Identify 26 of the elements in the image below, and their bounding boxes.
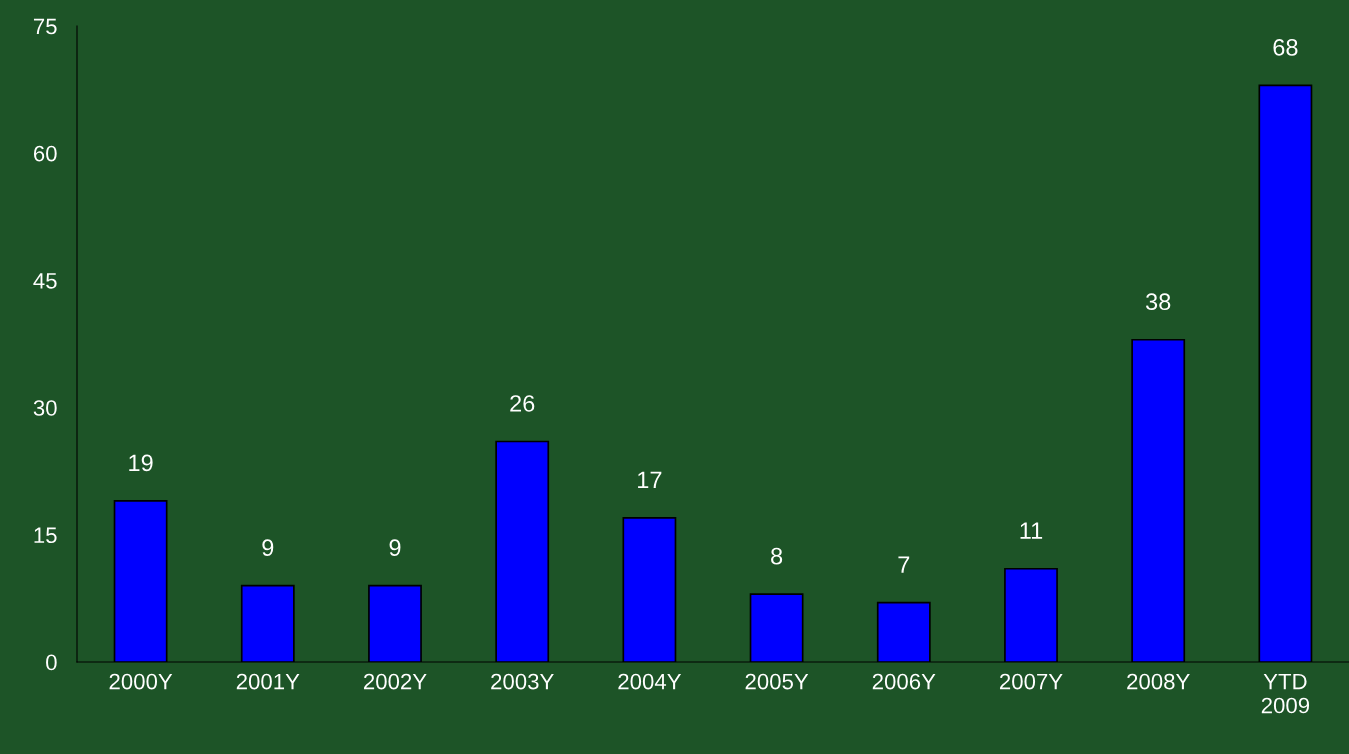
x-tick-label: 2007Y	[999, 673, 1063, 690]
data-label: 7	[898, 556, 910, 573]
y-tick-label: 15	[34, 527, 57, 544]
x-tick-label: 2002Y	[363, 673, 427, 690]
data-label: 9	[262, 539, 274, 557]
data-label: 38	[1145, 293, 1171, 311]
y-tick-label: 75	[33, 18, 57, 35]
x-tick-label: 2001Y	[236, 673, 300, 690]
data-label: 68	[1273, 38, 1298, 56]
x-tick-label: 2003Y	[491, 673, 554, 690]
x-tick-label: 2004Y	[618, 673, 682, 690]
x-tick-label: 2005Y	[745, 673, 809, 690]
x-tick-label: 2006Y	[872, 673, 936, 690]
y-tick-label: 30	[33, 400, 57, 416]
data-label: 19	[129, 454, 153, 472]
y-tick-label: 45	[33, 273, 57, 289]
x-tick-label: YTD 2009	[1261, 673, 1310, 714]
data-label: 11	[1020, 522, 1043, 539]
x-tick-label: 2008Y	[1127, 673, 1190, 690]
y-tick-label: 60	[33, 145, 57, 162]
x-tick-label: 2000Y	[109, 673, 173, 690]
data-label: 9	[389, 539, 401, 557]
data-label: 17	[638, 471, 662, 488]
data-label: 26	[510, 395, 535, 412]
data-label: 8	[771, 547, 783, 565]
y-tick-label: 0	[46, 654, 57, 671]
